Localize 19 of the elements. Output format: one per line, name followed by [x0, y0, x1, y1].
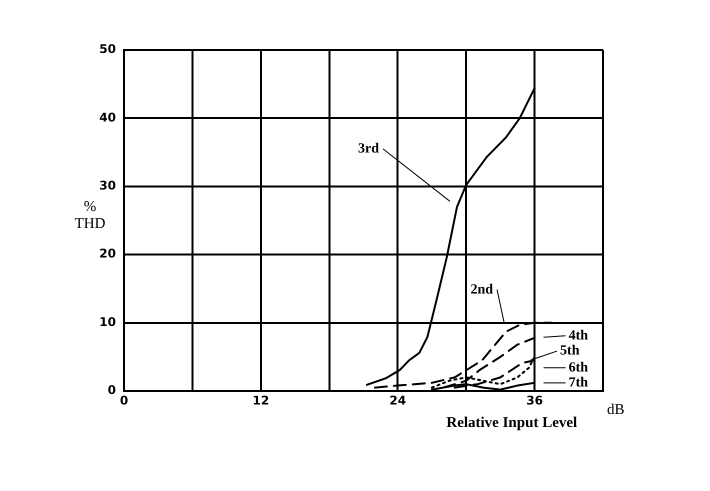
y-tick-label: 30: [99, 178, 116, 193]
x-tick-label: 36: [526, 393, 543, 408]
x-tick-label: 12: [252, 393, 270, 408]
text: dB: [607, 402, 625, 418]
annotation: 7th: [568, 375, 588, 390]
annotation: 2nd: [470, 282, 494, 298]
y-tick-label: 40: [99, 110, 116, 124]
y-tick-label: 0: [108, 383, 116, 398]
annotation: 5th: [560, 344, 580, 359]
x-tick-label: 0: [120, 393, 128, 408]
y-tick-label: 20: [99, 246, 116, 261]
x-axis-title: Relative Input Level: [446, 414, 578, 431]
y-axis-title: % THD: [74, 198, 106, 232]
annotation: 3rd: [358, 141, 380, 156]
y-tick-label: 50: [99, 42, 116, 56]
annotation: 4th: [568, 328, 588, 344]
y-tick-label: 10: [99, 314, 116, 329]
annotation: 6th: [568, 360, 588, 376]
x-tick-label: 24: [389, 393, 406, 408]
